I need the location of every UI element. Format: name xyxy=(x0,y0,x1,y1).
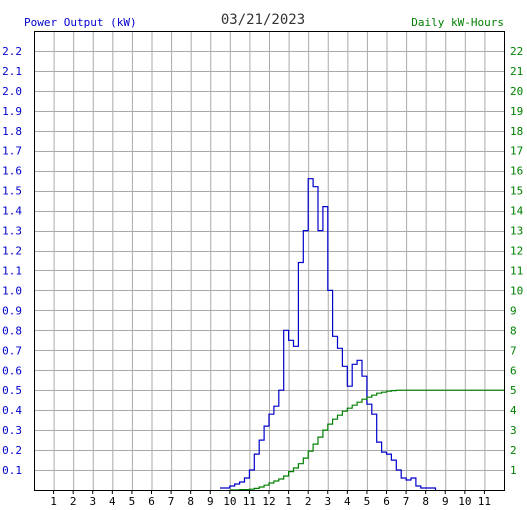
left-tick-label: 0.4 xyxy=(2,404,22,417)
left-axis-title: Power Output (kW) xyxy=(24,16,137,29)
plot-frame xyxy=(34,31,505,491)
x-tick-label: 2 xyxy=(70,495,77,508)
x-tick-label: 11 xyxy=(478,495,491,508)
right-tick-label: 5 xyxy=(510,384,517,397)
left-tick-label: 1.1 xyxy=(2,264,22,277)
right-tick-label: 13 xyxy=(510,225,523,238)
x-tick-label: 5 xyxy=(364,495,371,508)
right-tick-label: 14 xyxy=(510,205,524,218)
left-y-axis: 0.1 0.2 0.3 0.4 0.5 0.6 0.7 0.8 0.9 1.0 1.1 1.2 1.3 1… xyxy=(2,45,22,477)
right-tick-label: 6 xyxy=(510,364,517,377)
right-tick-label: 3 xyxy=(510,424,517,437)
x-tick-label: 11 xyxy=(243,495,256,508)
left-tick-label: 0.2 xyxy=(2,444,22,457)
right-tick-label: 18 xyxy=(510,125,523,138)
right-tick-label: 10 xyxy=(510,284,523,297)
left-tick-label: 2.0 xyxy=(2,85,22,98)
x-tick-label: 7 xyxy=(403,495,410,508)
left-tick-label: 0.8 xyxy=(2,324,22,337)
left-tick-label: 1.9 xyxy=(2,105,22,118)
power-series-line xyxy=(220,178,437,490)
x-tick-label: 9 xyxy=(442,495,449,508)
x-tick-label: 4 xyxy=(344,495,351,508)
right-tick-label: 4 xyxy=(510,404,517,417)
x-tick-label: 9 xyxy=(207,495,214,508)
left-tick-label: 1.8 xyxy=(2,125,22,138)
left-tick-label: 0.5 xyxy=(2,384,22,397)
left-tick-label: 0.7 xyxy=(2,344,22,357)
x-tick-label: 1 xyxy=(50,495,57,508)
x-tick-label: 3 xyxy=(324,495,331,508)
x-tick-label: 8 xyxy=(422,495,429,508)
grid-lines xyxy=(34,31,504,490)
x-tick-label: 1 xyxy=(285,495,292,508)
x-tick-label: 4 xyxy=(109,495,116,508)
x-tick-label: 5 xyxy=(129,495,136,508)
left-tick-label: 1.3 xyxy=(2,225,22,238)
right-tick-label: 15 xyxy=(510,185,523,198)
left-tick-label: 0.1 xyxy=(2,464,22,477)
right-tick-label: 16 xyxy=(510,165,523,178)
chart-date-title: 03/21/2023 xyxy=(221,12,305,28)
energy-series-line xyxy=(229,389,504,491)
left-tick-label: 1.0 xyxy=(2,284,22,297)
x-tick-label: 3 xyxy=(89,495,96,508)
left-tick-label: 2.1 xyxy=(2,65,22,78)
right-tick-label: 20 xyxy=(510,85,523,98)
x-tick-label: 10 xyxy=(458,495,471,508)
left-tick-label: 0.3 xyxy=(2,424,22,437)
left-tick-label: 1.6 xyxy=(2,165,22,178)
x-tick-label: 6 xyxy=(148,495,155,508)
left-tick-label: 1.2 xyxy=(2,245,22,258)
x-tick-label: 2 xyxy=(305,495,312,508)
right-tick-label: 2 xyxy=(510,444,517,457)
x-tick-label: 7 xyxy=(168,495,175,508)
right-tick-label: 22 xyxy=(510,45,523,58)
left-tick-label: 1.7 xyxy=(2,145,22,158)
right-tick-label: 7 xyxy=(510,344,517,357)
x-axis: 1 2 3 4 5 6 7 8 9 10 11 12 1 2 3 4 5 6 7 8 9 10 11 xyxy=(50,490,491,508)
series-group xyxy=(220,178,504,491)
right-tick-label: 19 xyxy=(510,105,523,118)
right-tick-label: 17 xyxy=(510,145,523,158)
right-tick-label: 1 xyxy=(510,464,517,477)
left-tick-label: 1.5 xyxy=(2,185,22,198)
x-tick-label: 12 xyxy=(262,495,275,508)
x-tick-label: 8 xyxy=(187,495,194,508)
left-tick-label: 2.2 xyxy=(2,45,22,58)
right-tick-label: 9 xyxy=(510,304,517,317)
right-tick-label: 12 xyxy=(510,245,523,258)
x-tick-label: 10 xyxy=(223,495,236,508)
right-axis-title: Daily kW-Hours xyxy=(411,16,504,29)
right-tick-label: 11 xyxy=(510,264,523,277)
left-tick-label: 1.4 xyxy=(2,205,22,218)
right-tick-label: 21 xyxy=(510,65,523,78)
right-tick-label: 8 xyxy=(510,324,517,337)
left-tick-label: 0.6 xyxy=(2,364,22,377)
x-tick-label: 6 xyxy=(383,495,390,508)
left-tick-label: 0.9 xyxy=(2,304,22,317)
